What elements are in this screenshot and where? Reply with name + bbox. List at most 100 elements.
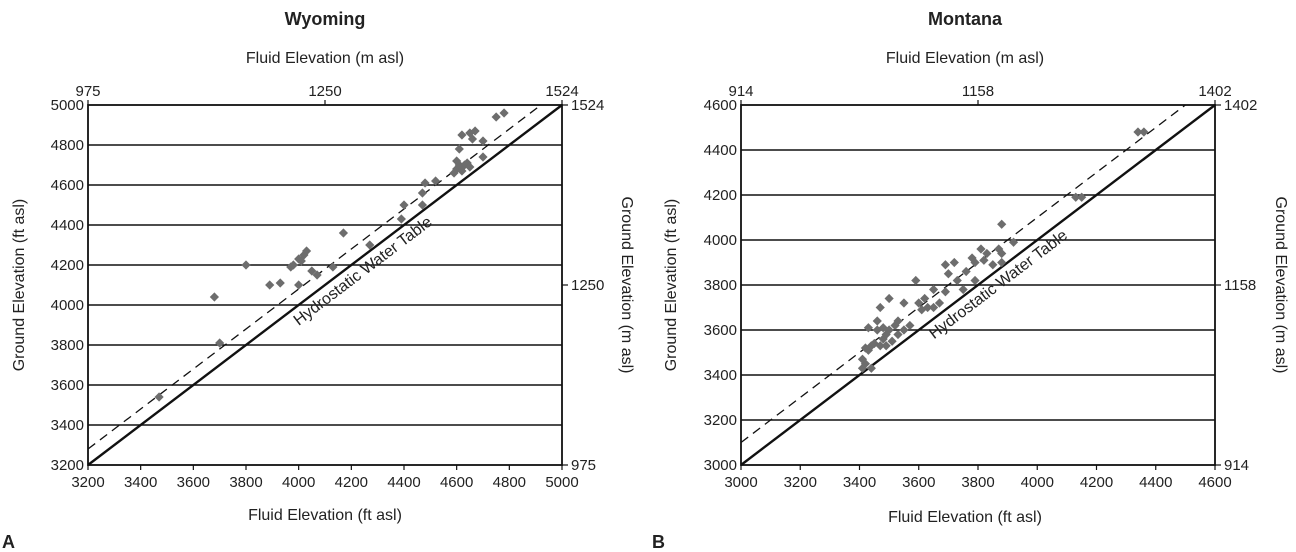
data-point [905, 320, 915, 331]
data-point [881, 341, 891, 351]
y-tick-label: 3600 [704, 322, 737, 339]
data-point [890, 320, 900, 331]
reference-lines: Hydrostatic Water Table [87, 104, 563, 466]
x-tick-label: 3400 [843, 474, 876, 491]
data-point [491, 112, 501, 122]
x-tick-label: 4600 [1198, 474, 1231, 491]
data-point [1071, 192, 1081, 202]
y-tick-label: 4200 [704, 187, 737, 204]
data-point [860, 343, 871, 353]
data-point [241, 260, 251, 270]
top-tick-label: 1158 [962, 83, 994, 100]
axes: 3200 3400 3600 3800 4000 4200 4400 4600 4800 5000… [51, 83, 605, 491]
data-point [899, 298, 909, 308]
hydrostatic-line [740, 104, 1216, 466]
x-tick-label: 4400 [387, 474, 420, 491]
data-point [875, 341, 885, 351]
y-tick-label: 3400 [704, 367, 737, 384]
data-point [294, 280, 304, 290]
right-tick-label: 1250 [571, 277, 604, 294]
data-point [884, 325, 894, 335]
x-tick-label: 3200 [784, 474, 817, 491]
data-point [949, 257, 959, 268]
y-tick-label: 4400 [51, 217, 84, 234]
y-tick-label: 4600 [51, 177, 84, 194]
dashed-trend-line [740, 104, 1186, 444]
panel-letter: B [652, 532, 665, 552]
y-tick-label: 4400 [704, 142, 737, 159]
y-axis-label: Ground Elevation (ft asl) [663, 199, 680, 372]
right-tick-label: 1402 [1224, 97, 1257, 114]
secondary-x-axis-label: Fluid Elevation (m asl) [246, 50, 404, 67]
y-tick-label: 4200 [51, 257, 84, 274]
data-point [970, 275, 980, 286]
axes: 3000 3200 3400 3600 3800 4000 4200 4400 4600 3000… [704, 83, 1258, 491]
data-point [997, 257, 1007, 268]
x-tick-label: 3800 [229, 474, 262, 491]
data-point [976, 244, 986, 254]
x-tick-label: 4400 [1139, 474, 1172, 491]
secondary-y-axis-label: Ground Elevation (m asl) [618, 197, 635, 374]
data-point [454, 144, 464, 154]
y-tick-label: 3000 [704, 457, 737, 474]
data-point [499, 108, 509, 118]
data-points [857, 127, 1149, 373]
data-point [863, 323, 873, 333]
x-tick-label: 5000 [545, 474, 578, 491]
data-point [893, 329, 903, 340]
data-point [934, 298, 945, 308]
y-tick-label: 4600 [704, 97, 737, 114]
x-tick-label: 4000 [282, 474, 315, 491]
x-tick-label: 4600 [440, 474, 473, 491]
x-tick-label: 3600 [902, 474, 935, 491]
data-point [866, 341, 876, 351]
data-point [940, 260, 951, 270]
data-point [467, 134, 478, 144]
right-tick-label: 1158 [1224, 277, 1256, 294]
y-tick-label: 4000 [704, 232, 737, 249]
plot-frame [87, 104, 563, 466]
data-point [970, 257, 980, 268]
data-point [288, 260, 298, 270]
data-point [928, 284, 939, 295]
data-point [920, 293, 930, 304]
x-tick-label: 3000 [724, 474, 757, 491]
x-tick-label: 4000 [1021, 474, 1054, 491]
data-point [928, 302, 939, 313]
data-point [478, 152, 488, 162]
y-tick-label: 3600 [51, 377, 84, 394]
panel-letter: A [2, 532, 15, 552]
x-tick-label: 3600 [177, 474, 210, 491]
secondary-y-axis-label: Ground Elevation (m asl) [1272, 197, 1289, 374]
data-point [457, 166, 467, 176]
x-tick-label: 3800 [961, 474, 994, 491]
data-point [301, 246, 312, 256]
data-point [452, 156, 462, 166]
data-point [914, 298, 924, 308]
data-point [470, 126, 480, 136]
y-tick-label: 4000 [51, 297, 84, 314]
data-point [431, 176, 441, 186]
y-tick-label: 3200 [704, 412, 737, 429]
data-point [417, 188, 428, 198]
data-point [961, 266, 971, 277]
chart-panel-montana: Montana Fluid Elevation (m asl) Fluid El… [652, 9, 1289, 552]
right-tick-label: 1524 [571, 97, 604, 114]
data-point [997, 248, 1007, 259]
data-point [979, 255, 989, 265]
x-tick-label: 4800 [493, 474, 526, 491]
data-point [958, 284, 968, 295]
data-point [1133, 127, 1143, 137]
data-point [275, 278, 285, 288]
data-point [1139, 127, 1149, 137]
chart-title: Montana [928, 9, 1003, 29]
x-tick-label: 4200 [335, 474, 368, 491]
data-point [911, 275, 921, 286]
x-tick-label: 3400 [124, 474, 157, 491]
data-point [417, 200, 428, 210]
top-tick-label: 1250 [308, 83, 341, 100]
data-point [994, 244, 1004, 254]
x-axis-label: Fluid Elevation (ft asl) [248, 507, 402, 524]
chart-title: Wyoming [285, 9, 366, 29]
